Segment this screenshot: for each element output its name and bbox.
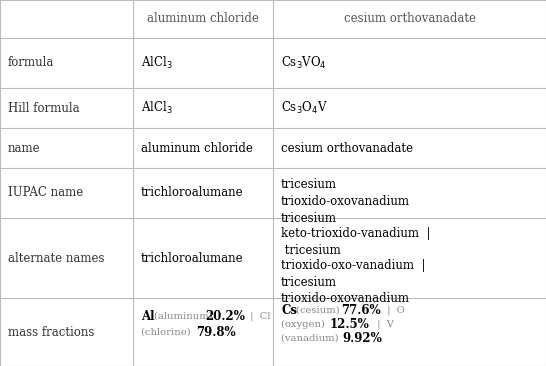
Text: aluminum chloride: aluminum chloride (141, 142, 253, 154)
Text: Cs: Cs (281, 303, 297, 317)
Text: (vanadium): (vanadium) (281, 333, 342, 343)
Text: aluminum chloride: aluminum chloride (147, 12, 259, 26)
Text: name: name (8, 142, 40, 154)
Text: Cs$_3$VO$_4$: Cs$_3$VO$_4$ (281, 55, 327, 71)
Text: |  O: | O (381, 305, 405, 315)
Text: (cesium): (cesium) (296, 306, 343, 314)
Text: formula: formula (8, 56, 55, 70)
Text: trichloroalumane: trichloroalumane (141, 187, 244, 199)
Text: |  V: | V (371, 319, 394, 329)
Text: 9.92%: 9.92% (342, 332, 382, 344)
Text: AlCl$_3$: AlCl$_3$ (141, 55, 173, 71)
Text: 12.5%: 12.5% (330, 317, 370, 330)
Text: cesium orthovanadate: cesium orthovanadate (343, 12, 476, 26)
Text: trichloroalumane: trichloroalumane (141, 251, 244, 265)
Text: |  Cl: | Cl (244, 311, 270, 321)
Text: Hill formula: Hill formula (8, 101, 80, 115)
Text: alternate names: alternate names (8, 251, 104, 265)
Text: (oxygen): (oxygen) (281, 320, 328, 329)
Text: Cs$_3$O$_4$V: Cs$_3$O$_4$V (281, 100, 328, 116)
Text: tricesium
trioxido-oxovanadium: tricesium trioxido-oxovanadium (281, 178, 410, 208)
Text: (aluminum): (aluminum) (154, 311, 216, 321)
Text: cesium orthovanadate: cesium orthovanadate (281, 142, 413, 154)
Text: (chlorine): (chlorine) (141, 328, 194, 336)
Text: 20.2%: 20.2% (205, 310, 245, 322)
Text: 77.6%: 77.6% (341, 303, 381, 317)
Text: 79.8%: 79.8% (196, 325, 236, 339)
Text: tricesium
keto-trioxido-vanadium  |
 tricesium
trioxido-oxo-vanadium  |
tricesiu: tricesium keto-trioxido-vanadium | trice… (281, 212, 430, 305)
Text: IUPAC name: IUPAC name (8, 187, 83, 199)
Text: AlCl$_3$: AlCl$_3$ (141, 100, 173, 116)
Text: mass fractions: mass fractions (8, 325, 94, 339)
Text: Al: Al (141, 310, 155, 322)
